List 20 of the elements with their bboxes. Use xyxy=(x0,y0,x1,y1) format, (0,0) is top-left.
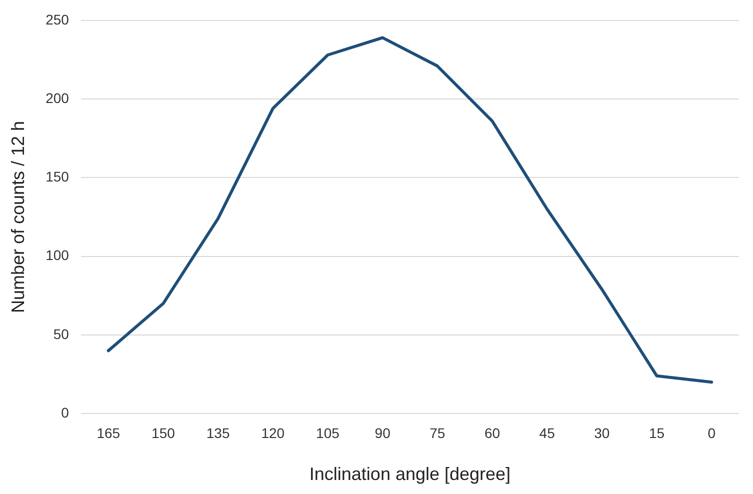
x-tick-label: 60 xyxy=(484,424,500,441)
x-tick-label: 30 xyxy=(594,424,610,441)
x-tick-label: 45 xyxy=(539,424,556,441)
x-tick-label: 120 xyxy=(261,424,285,441)
x-tick-label: 135 xyxy=(206,424,230,441)
y-tick-label: 0 xyxy=(61,404,70,420)
x-tick-label: 150 xyxy=(152,424,176,441)
y-tick-label: 150 xyxy=(46,168,70,185)
x-tick-label: 90 xyxy=(374,424,391,441)
x-axis-title: Inclination angle [degree] xyxy=(309,464,511,484)
x-tick-label: 0 xyxy=(708,424,716,441)
x-tick-label: 165 xyxy=(96,424,120,441)
y-tick-label: 50 xyxy=(53,326,70,342)
x-tick-label: 15 xyxy=(648,424,665,441)
x-tick-label: 75 xyxy=(430,424,446,441)
y-tick-label: 100 xyxy=(46,247,70,264)
y-axis-title: Number of counts / 12 h xyxy=(8,120,28,314)
y-tick-label: 250 xyxy=(46,11,70,28)
x-tick-label: 105 xyxy=(316,424,340,441)
y-tick-label: 200 xyxy=(46,90,70,106)
